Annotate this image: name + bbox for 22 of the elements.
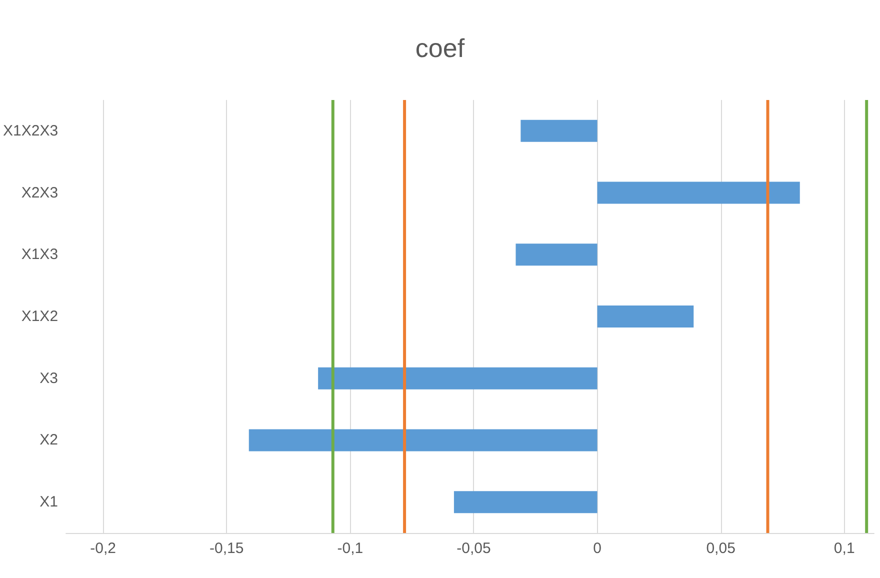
bar bbox=[516, 244, 598, 266]
x-tick-label: -0,2 bbox=[90, 540, 116, 557]
bar bbox=[318, 367, 598, 390]
x-tick-label: 0,1 bbox=[834, 540, 855, 557]
bar bbox=[454, 491, 598, 514]
x-tick-label: 0 bbox=[593, 540, 602, 557]
x-tick-label: -0,05 bbox=[456, 540, 491, 557]
bar bbox=[248, 429, 598, 452]
x-tick-label: 0,05 bbox=[706, 540, 736, 557]
y-tick-label: X3 bbox=[40, 370, 58, 387]
y-tick-label: X2X3 bbox=[21, 184, 58, 202]
bar bbox=[597, 306, 694, 328]
chart-title: coef bbox=[415, 33, 466, 63]
y-tick-label: X1 bbox=[40, 494, 58, 511]
bar bbox=[597, 182, 800, 204]
x-tick-label: -0,15 bbox=[210, 540, 244, 557]
y-tick-label: X1X3 bbox=[21, 246, 58, 264]
bar bbox=[520, 120, 598, 142]
x-tick-label: -0,1 bbox=[337, 540, 364, 557]
y-tick-label: X1X2 bbox=[21, 308, 58, 325]
y-tick-label: X2 bbox=[40, 432, 58, 449]
y-tick-label: X1X2X3 bbox=[2, 122, 58, 140]
